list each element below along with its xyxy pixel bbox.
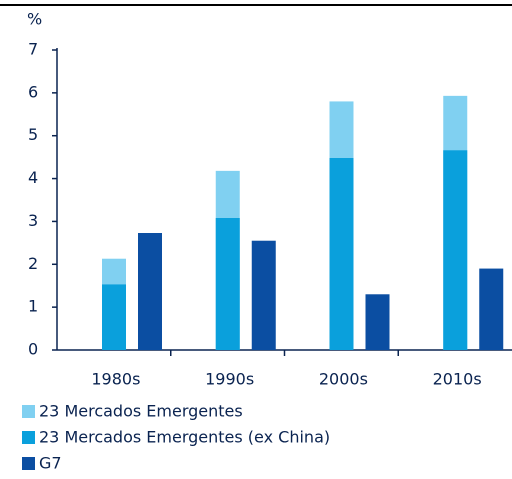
bar	[443, 150, 468, 350]
y-tick-label: 6	[28, 82, 38, 101]
y-tick-label: 0	[28, 340, 38, 359]
legend-label: 23 Mercados Emergentes (ex China)	[39, 428, 330, 447]
legend-label: G7	[39, 454, 62, 473]
x-tick-label: 2000s	[319, 370, 368, 389]
y-tick-label: 4	[28, 168, 38, 187]
bar	[138, 233, 162, 350]
y-tick-label: 3	[28, 211, 38, 230]
legend-swatch	[22, 431, 35, 444]
y-tick-label: 1	[28, 297, 38, 316]
x-tick-label: 2010s	[433, 370, 482, 389]
y-tick-label: 2	[28, 254, 38, 273]
bar	[479, 268, 504, 350]
legend-swatch	[22, 457, 35, 470]
bar	[215, 218, 240, 350]
bar	[365, 294, 390, 350]
x-tick-label: 1990s	[205, 370, 254, 389]
y-unit-label: %	[27, 10, 42, 29]
legend-label: 23 Mercados Emergentes	[39, 402, 243, 421]
x-tick-label: 1980s	[91, 370, 140, 389]
bar	[251, 240, 276, 350]
y-tick-label: 7	[28, 40, 38, 59]
bar	[102, 284, 126, 350]
legend-swatch	[22, 405, 35, 418]
y-tick-label: 5	[28, 125, 38, 144]
bar	[329, 158, 354, 350]
